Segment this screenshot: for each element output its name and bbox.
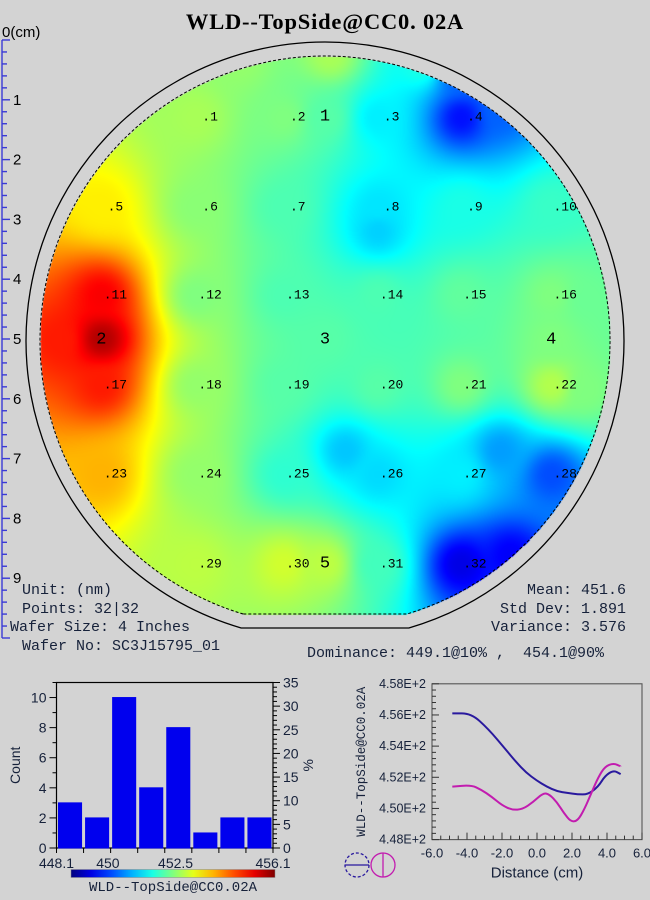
svg-text:Distance (cm): Distance (cm)	[491, 865, 584, 882]
svg-text:4.58E+2: 4.58E+2	[379, 677, 426, 691]
svg-text:4.50E+2: 4.50E+2	[379, 801, 426, 815]
svg-text:2.0: 2.0	[563, 846, 581, 861]
svg-text:-6.0: -6.0	[421, 846, 443, 861]
svg-text:4.48E+2: 4.48E+2	[379, 833, 426, 847]
svg-text:4.54E+2: 4.54E+2	[379, 739, 426, 753]
svg-text:4.56E+2: 4.56E+2	[379, 708, 426, 722]
svg-text:WLD--TopSide@CC0.02A: WLD--TopSide@CC0.02A	[355, 686, 369, 837]
svg-text:6.0: 6.0	[633, 846, 650, 861]
svg-text:-4.0: -4.0	[456, 846, 478, 861]
svg-text:0.0: 0.0	[528, 846, 546, 861]
svg-text:4.0: 4.0	[598, 846, 616, 861]
svg-text:4.52E+2: 4.52E+2	[379, 770, 426, 784]
svg-text:-2.0: -2.0	[491, 846, 513, 861]
